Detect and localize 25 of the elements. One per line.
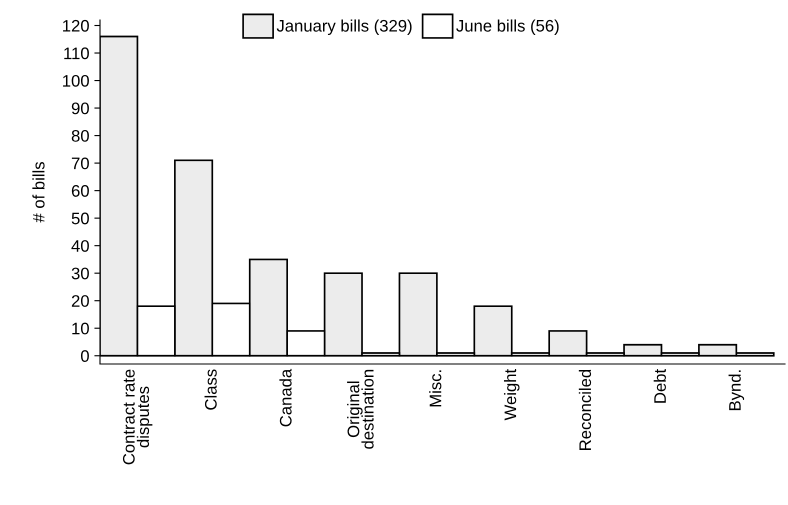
- y-tick-label: 30: [72, 268, 89, 280]
- y-tick-label: 10: [72, 322, 89, 334]
- y-tick-label: 20: [72, 295, 89, 307]
- y-tick-label: 40: [71, 240, 89, 252]
- y-tick-label: 110: [64, 47, 89, 60]
- x-tick-label: Contract rate disputes: [122, 370, 152, 464]
- y-tick-label: 100: [63, 74, 89, 87]
- legend-label: June bills (56): [456, 19, 559, 35]
- legend-label: January bills (329): [276, 19, 412, 35]
- y-tick-label: 90: [72, 102, 89, 114]
- y-tick-label: 70: [72, 158, 89, 170]
- x-tick-label: Original destination: [347, 370, 374, 449]
- y-tick-label: 0: [80, 350, 89, 362]
- x-tick-label: Weight: [504, 368, 520, 420]
- x-tick-label: Class: [204, 369, 217, 410]
- x-tick-label: Canada: [279, 368, 292, 426]
- x-tick-label: Reconciled: [578, 370, 592, 450]
- y-tick-label: 50: [72, 212, 89, 224]
- x-tick-label: Bynd.: [728, 370, 744, 410]
- y-tick-label: 60: [72, 185, 89, 197]
- y-tick-label: 120: [63, 20, 89, 32]
- y-tick-label: 80: [72, 130, 89, 142]
- x-tick-label: Debt: [654, 368, 666, 403]
- x-tick-label: Misc.: [429, 370, 442, 406]
- y-axis-title: # of bills: [32, 162, 45, 222]
